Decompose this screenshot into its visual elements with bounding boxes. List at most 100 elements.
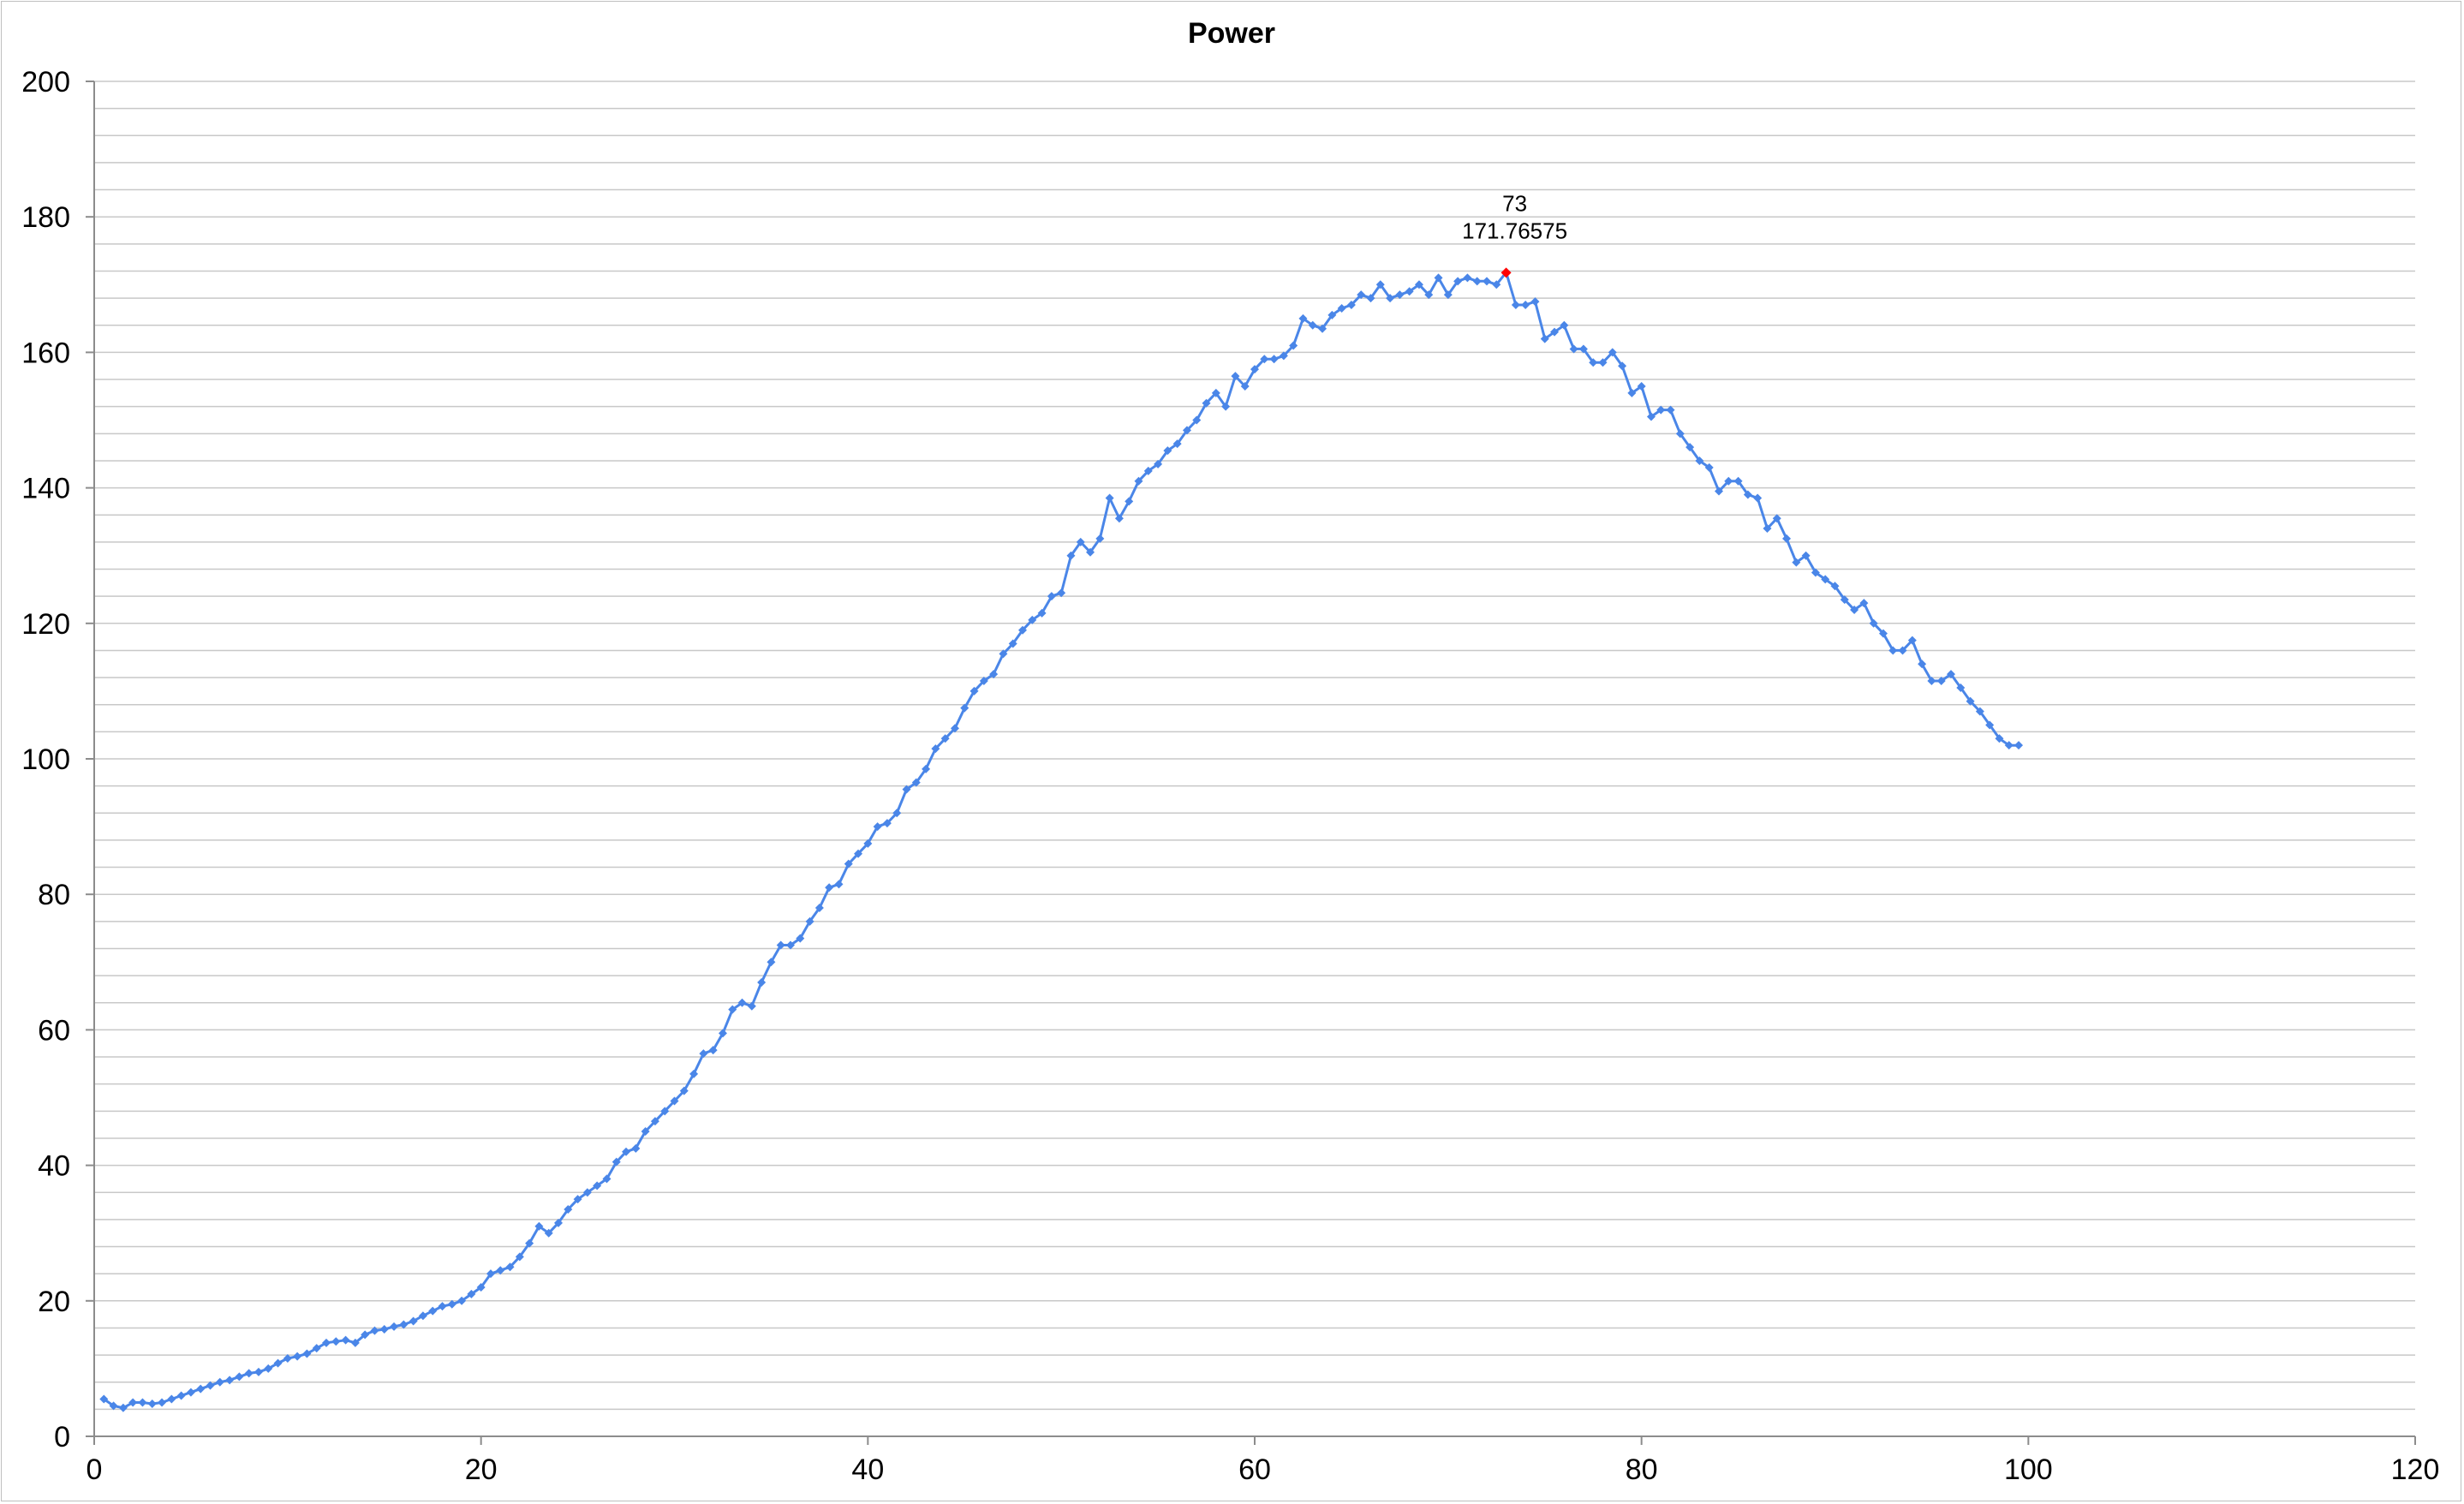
data-point	[1386, 294, 1395, 303]
data-point	[1202, 398, 1211, 408]
data-point	[428, 1306, 438, 1316]
data-point	[1424, 290, 1434, 300]
data-point	[2014, 741, 2024, 750]
x-tick-label: 20	[465, 1453, 498, 1486]
data-point	[960, 703, 969, 713]
data-point	[873, 822, 882, 832]
data-point	[361, 1330, 370, 1340]
data-point	[582, 1188, 592, 1197]
data-point	[641, 1127, 650, 1137]
annotation-y-label: 171.76575	[1462, 218, 1567, 243]
data-point	[438, 1302, 447, 1311]
data-point	[99, 1394, 109, 1404]
data-point	[1715, 486, 1723, 496]
data-point	[1240, 381, 1250, 391]
data-point	[814, 904, 824, 913]
data-point	[215, 1377, 224, 1387]
data-point	[206, 1381, 215, 1390]
data-point	[940, 734, 950, 743]
data-point	[699, 1049, 708, 1059]
data-point	[1772, 514, 1781, 523]
y-tick-label: 40	[38, 1150, 70, 1183]
data-point	[1627, 388, 1637, 397]
data-point	[1947, 670, 1955, 679]
data-point	[728, 1005, 737, 1014]
data-point	[312, 1344, 321, 1353]
data-point	[1414, 280, 1423, 289]
data-point	[486, 1269, 495, 1279]
data-point	[805, 916, 814, 926]
data-point	[1269, 355, 1279, 364]
axes	[86, 81, 2416, 1445]
data-point	[390, 1322, 399, 1331]
data-point	[1666, 405, 1675, 415]
data-point	[554, 1218, 563, 1227]
data-point	[979, 677, 988, 686]
data-point	[467, 1289, 476, 1298]
data-point	[505, 1262, 515, 1272]
data-point	[708, 1046, 718, 1055]
data-point	[999, 649, 1008, 659]
data-point	[1405, 287, 1414, 296]
data-point	[1782, 534, 1792, 543]
data-point	[1279, 351, 1288, 361]
data-point	[1936, 677, 1946, 686]
data-point	[1907, 636, 1917, 645]
data-point	[418, 1311, 427, 1321]
y-tick-label: 20	[38, 1286, 70, 1318]
data-point	[1337, 303, 1346, 313]
data-point	[1985, 720, 1995, 730]
data-point	[118, 1403, 128, 1412]
data-point	[950, 724, 959, 733]
series-power	[99, 267, 2024, 1412]
data-point	[1472, 277, 1482, 286]
data-point	[679, 1086, 689, 1095]
data-point	[1154, 459, 1163, 469]
data-point	[892, 809, 902, 818]
y-tick-label: 180	[21, 201, 70, 234]
data-point	[689, 1069, 699, 1078]
data-point	[1569, 344, 1578, 354]
data-point	[593, 1181, 602, 1191]
data-point	[602, 1174, 612, 1184]
data-point	[186, 1388, 195, 1397]
y-tick-label: 160	[21, 337, 70, 369]
data-point	[1995, 734, 2004, 743]
data-point	[1037, 608, 1047, 618]
data-point	[293, 1352, 302, 1361]
data-point	[650, 1117, 659, 1126]
data-point	[1018, 625, 1027, 635]
x-tick-labels: 0 20 40 60 80 100 120	[87, 1453, 2440, 1486]
data-point	[1656, 405, 1666, 415]
data-point	[2004, 741, 2014, 750]
data-point	[1134, 476, 1143, 486]
data-point	[1143, 466, 1153, 475]
data-point	[1172, 439, 1182, 449]
data-point	[1956, 683, 1966, 692]
data-point	[1637, 381, 1646, 391]
data-point	[660, 1107, 670, 1116]
data-point	[931, 744, 940, 754]
data-point	[138, 1398, 147, 1407]
data-point	[1560, 320, 1569, 330]
data-point	[854, 849, 863, 858]
data-point	[1453, 277, 1463, 286]
data-point	[747, 1001, 756, 1011]
data-point	[1695, 456, 1704, 465]
data-point	[1463, 273, 1472, 283]
data-point	[1840, 595, 1849, 605]
x-tick-label: 60	[1238, 1453, 1271, 1486]
x-tick-label: 80	[1626, 1453, 1658, 1486]
data-point	[1492, 280, 1501, 289]
data-point	[1221, 402, 1231, 411]
data-point	[254, 1367, 263, 1376]
data-point	[1753, 493, 1763, 503]
data-point	[1704, 463, 1714, 472]
data-point	[1211, 388, 1220, 397]
data-point	[1869, 618, 1878, 628]
data-point	[447, 1299, 456, 1309]
data-point	[670, 1096, 679, 1106]
chart-title: Power	[1188, 17, 1275, 50]
data-point	[283, 1354, 292, 1364]
data-point	[525, 1238, 534, 1248]
